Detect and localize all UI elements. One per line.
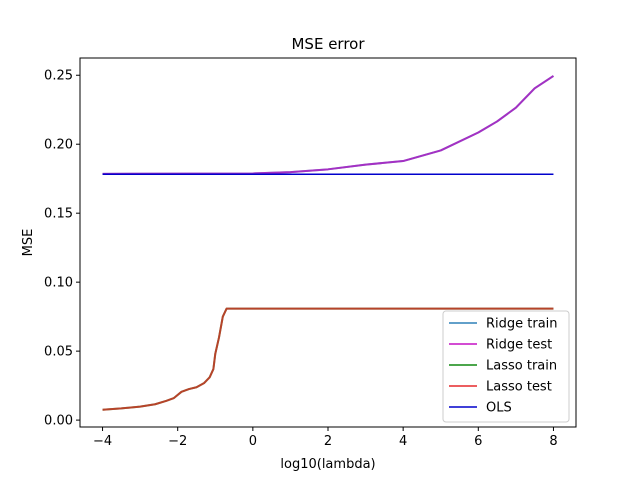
- legend-label-ols: OLS: [486, 401, 512, 416]
- x-tick-label: 4: [399, 434, 407, 449]
- x-tick-label: 2: [324, 434, 332, 449]
- chart-title: MSE error: [291, 35, 365, 53]
- legend-box: [442, 310, 570, 423]
- y-tick-label: 0.15: [44, 207, 73, 222]
- y-axis-label: MSE: [21, 229, 36, 257]
- y-tick-label: 0.10: [44, 276, 73, 291]
- x-tick-label: 0: [249, 434, 257, 449]
- legend: Ridge train Ridge test Lasso train Lasso te…: [442, 310, 570, 423]
- x-tick-label: −4: [93, 434, 112, 449]
- x-tick-label: 6: [474, 434, 482, 449]
- series-line-lasso-test: [102, 307, 554, 411]
- y-tick-label: 0.25: [44, 69, 73, 84]
- series-layer: [102, 75, 555, 411]
- x-tick-label: −2: [168, 434, 187, 449]
- y-axis: 0.00 0.05 0.10 0.15 0.20 0.25: [44, 69, 80, 429]
- series-line-ridge-test: [102, 75, 555, 175]
- legend-label-ridge-test: Ridge test: [486, 338, 552, 353]
- y-tick-label: 0.00: [44, 414, 73, 429]
- x-axis: −4 −2 0 2 4 6 8: [93, 427, 558, 449]
- x-tick-label: 8: [549, 434, 557, 449]
- legend-label-lasso-train: Lasso train: [486, 359, 557, 374]
- legend-label-lasso-test: Lasso test: [486, 380, 552, 395]
- y-tick-label: 0.05: [44, 345, 73, 360]
- x-axis-label: log10(lambda): [280, 457, 375, 472]
- y-tick-label: 0.20: [44, 138, 73, 153]
- legend-label-ridge-train: Ridge train: [486, 317, 558, 332]
